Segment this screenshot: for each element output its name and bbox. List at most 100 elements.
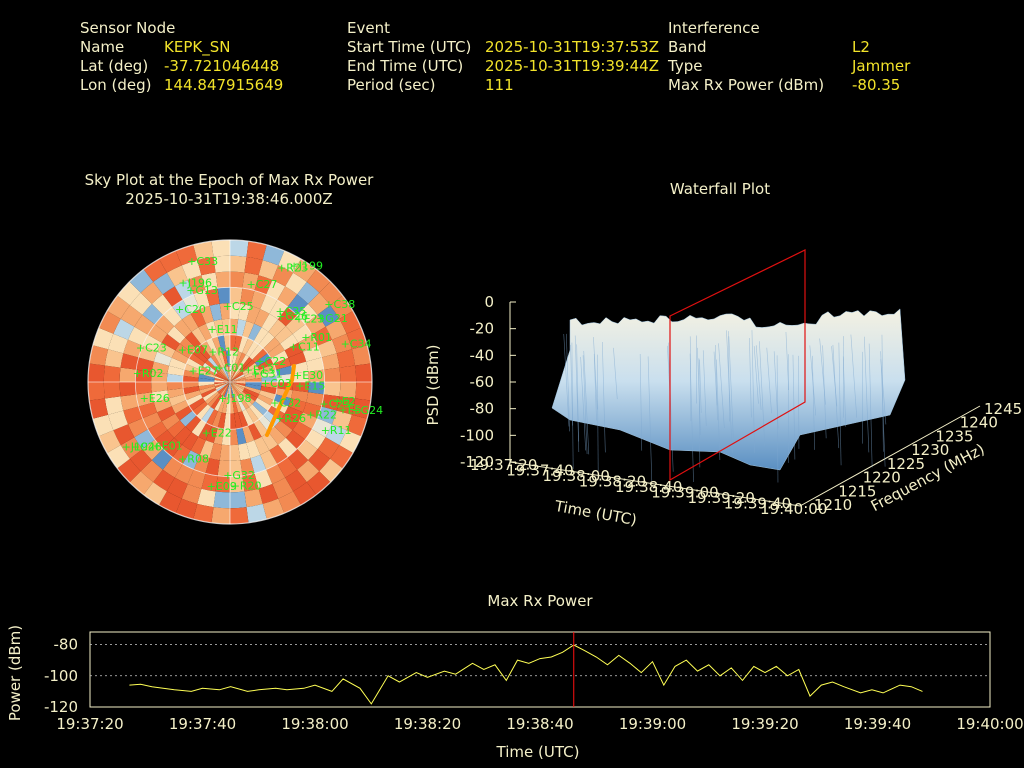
sky-cell <box>205 458 220 476</box>
sky-cell <box>198 384 215 391</box>
sky-cell <box>222 382 230 397</box>
sky-cell <box>214 382 230 388</box>
sky-satellite-label: +E07 <box>178 344 208 357</box>
sky-cell <box>261 382 278 389</box>
sensor-node-panel: Sensor Node Name KEPK_SN Lat (deg) -37.721… <box>80 19 283 95</box>
sky-cell <box>157 342 176 358</box>
sky-cell <box>351 345 371 366</box>
sky-cell <box>236 352 246 369</box>
sky-cell <box>255 397 271 411</box>
sky-cell <box>223 413 230 430</box>
sky-cell <box>213 255 230 273</box>
waterfall-time-tick-label: 19:38:00 <box>543 467 610 485</box>
waterfall-freq-tick-label: 1215 <box>838 482 876 500</box>
sky-cell <box>274 420 293 438</box>
sky-cell <box>230 428 239 446</box>
sky-cell <box>260 386 277 395</box>
sky-satellite-label: +R11 <box>321 424 352 437</box>
sky-cell <box>217 351 226 368</box>
waterfall-ridge <box>881 334 884 452</box>
event-panel: Event Start Time (UTC) 2025-10-31T19:37:5… <box>347 19 659 95</box>
sky-cell <box>200 388 217 398</box>
sky-cell <box>230 334 237 351</box>
sky-cell <box>148 421 168 440</box>
sky-cell <box>196 344 211 360</box>
sky-cell <box>254 275 273 295</box>
waterfall-ridge <box>819 338 826 405</box>
waterfall-floor-axes <box>509 405 981 507</box>
event-end-value: 2025-10-31T19:39:44Z <box>485 57 659 75</box>
waterfall-ridge <box>831 346 838 407</box>
sky-cell <box>346 414 368 437</box>
sky-cell <box>199 369 216 378</box>
sky-cell <box>269 444 288 464</box>
waterfall-ridge <box>785 331 789 391</box>
sky-cell <box>277 457 298 478</box>
sky-cell <box>260 294 278 314</box>
sky-cell <box>242 272 259 291</box>
waterfall-ridge <box>864 336 870 453</box>
sky-cell <box>128 418 148 438</box>
sky-cell <box>230 491 247 509</box>
sky-cell <box>243 366 260 376</box>
sky-cell <box>275 365 293 376</box>
sky-cell <box>280 334 299 351</box>
sky-cell <box>332 333 352 354</box>
sky-cell <box>239 357 253 371</box>
event-start-value: 2025-10-31T19:37:53Z <box>485 38 659 56</box>
waterfall-time-tick-label: 19:39:20 <box>688 489 755 507</box>
sky-cell <box>142 303 164 325</box>
sky-satellite-label: +E2 <box>333 395 356 408</box>
sky-satellite-label: +C22 <box>255 355 286 368</box>
sky-cell <box>192 401 208 416</box>
skyplot-subtitle: 2025-10-31T19:38:46.000Z <box>125 190 333 208</box>
waterfall-time-tick-label: 19:38:20 <box>579 473 646 491</box>
sky-cell <box>355 382 372 401</box>
waterfall-epoch-plane <box>669 249 806 482</box>
sky-cell <box>107 445 130 469</box>
sky-cell <box>243 388 260 398</box>
sky-satellite-label: +E15 <box>295 380 325 393</box>
sky-cell <box>151 371 168 382</box>
waterfall-ridge <box>753 346 759 404</box>
sky-cell <box>257 358 274 370</box>
sky-cell <box>285 272 307 295</box>
sky-cell <box>104 396 124 415</box>
sky-cell <box>214 395 224 412</box>
sky-cell <box>151 448 173 470</box>
sky-cell <box>292 371 309 382</box>
sky-cell <box>218 369 230 382</box>
sky-cell <box>321 353 340 370</box>
event-start-label: Start Time (UTC) <box>347 38 472 56</box>
sky-cell <box>205 359 219 373</box>
sky-cell <box>140 281 163 304</box>
sky-cell <box>240 288 255 306</box>
waterfall-ridge <box>776 355 779 483</box>
sky-cell <box>184 390 201 401</box>
maxpower-x-tick-label: 19:39:40 <box>844 715 911 733</box>
sky-cell <box>232 350 239 367</box>
sky-cell <box>230 350 235 367</box>
sky-cell <box>254 309 270 328</box>
sky-cell <box>191 327 207 345</box>
sky-cell <box>230 382 243 394</box>
sky-cell <box>230 444 241 461</box>
sky-cell <box>217 335 226 352</box>
sky-cell <box>120 305 143 327</box>
waterfall-ridge <box>563 334 570 427</box>
waterfall-freq-tick-label: 1230 <box>911 441 949 459</box>
sky-cell <box>240 458 255 476</box>
sky-cell <box>317 406 337 425</box>
sky-cell <box>172 300 191 320</box>
sky-satellite-label: +G26 <box>276 310 308 323</box>
sensor-lat-label: Lat (deg) <box>80 57 149 75</box>
waterfall-ridge <box>718 343 725 429</box>
sky-interference-track <box>265 364 296 437</box>
sky-cell <box>207 357 221 371</box>
sky-cell <box>242 409 254 426</box>
waterfall-ridge <box>571 342 574 470</box>
sky-cell <box>244 386 261 395</box>
sky-cell <box>308 292 331 315</box>
sky-cell <box>166 382 184 391</box>
sky-cell <box>339 382 357 399</box>
